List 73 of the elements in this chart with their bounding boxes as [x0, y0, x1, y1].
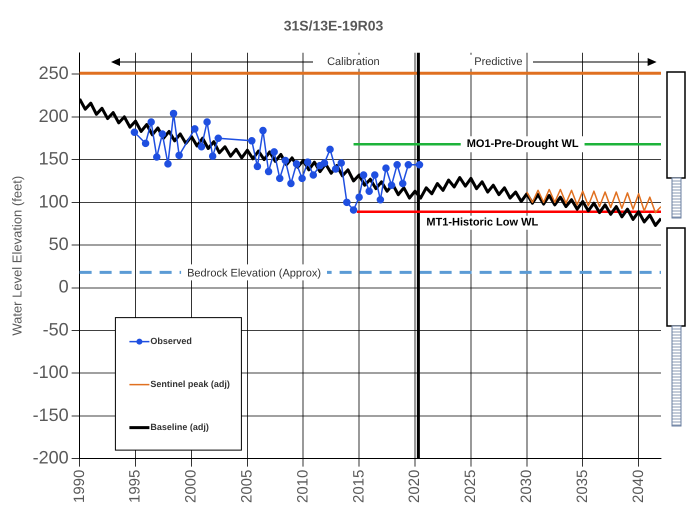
annotation: Calibration	[327, 56, 380, 68]
legend-label: Baseline (adj)	[150, 422, 209, 432]
ref-line-label: Bedrock Elevation (Approx)	[187, 267, 321, 280]
y-tick-label: 50	[48, 234, 69, 254]
series-label: MT1-Historic Low WL	[426, 216, 538, 229]
x-tick-label: 2010	[294, 470, 312, 504]
point	[376, 196, 384, 204]
y-tick-label: 0	[58, 276, 69, 297]
point	[164, 160, 172, 168]
y-tick-label: 150	[38, 148, 69, 169]
series-label: MO1-Pre-Drought WL	[466, 138, 579, 150]
point	[276, 174, 284, 182]
point	[292, 160, 300, 168]
x-tick-label: 1990	[70, 470, 88, 504]
point	[298, 174, 306, 182]
point	[320, 159, 328, 167]
y-tick-label: -50	[42, 319, 69, 340]
point	[360, 171, 368, 179]
point	[175, 152, 183, 160]
point	[214, 134, 222, 142]
legend-label: Sentinel peak (adj)	[150, 379, 230, 390]
point	[343, 198, 351, 206]
x-tick-label: 2030	[518, 470, 535, 504]
y-tick-label: -200	[32, 448, 69, 468]
x-tick-label: 2025	[462, 470, 480, 504]
point	[259, 126, 267, 134]
point	[304, 158, 312, 166]
point	[282, 156, 290, 164]
point	[153, 153, 161, 161]
y-tick-label: -100	[32, 362, 69, 382]
point	[332, 165, 340, 173]
x-tick-label: 2015	[350, 470, 368, 504]
x-tick-label: 1995	[126, 470, 144, 504]
point	[198, 143, 206, 151]
point	[191, 125, 199, 133]
point	[416, 160, 424, 168]
point	[355, 193, 363, 201]
point	[404, 160, 412, 168]
point	[203, 118, 211, 126]
chart-title: 31S/13E-19R03	[284, 17, 384, 34]
x-tick-label: 2000	[182, 470, 200, 504]
point	[398, 180, 406, 188]
point	[270, 148, 278, 156]
y-tick-label: 200	[38, 106, 69, 126]
point	[388, 181, 396, 189]
y-tick-label: 250	[38, 63, 69, 84]
point	[170, 110, 178, 118]
y-axis-title: Water Level Elevation (feet)	[9, 176, 24, 336]
point	[264, 168, 272, 176]
point	[326, 146, 334, 154]
y-tick-label: -150	[32, 404, 69, 425]
point	[371, 171, 379, 179]
point	[142, 140, 150, 148]
point	[254, 162, 262, 170]
point	[248, 137, 256, 145]
point	[158, 130, 166, 138]
point	[350, 206, 358, 214]
point	[130, 128, 138, 136]
point	[310, 171, 318, 179]
point	[337, 159, 345, 167]
point	[382, 164, 390, 172]
point	[393, 160, 401, 168]
x-tick-label: 2020	[406, 470, 424, 504]
point	[147, 118, 155, 126]
annotation: Predictive	[474, 56, 523, 68]
point	[365, 187, 373, 195]
point	[287, 180, 295, 188]
legend-label: Observed	[150, 336, 192, 346]
x-tick-label: 2005	[238, 470, 256, 504]
y-tick-label: 100	[38, 191, 69, 212]
x-tick-label: 2035	[574, 470, 591, 504]
x-tick-label: 2040	[630, 470, 647, 504]
point	[208, 152, 216, 160]
